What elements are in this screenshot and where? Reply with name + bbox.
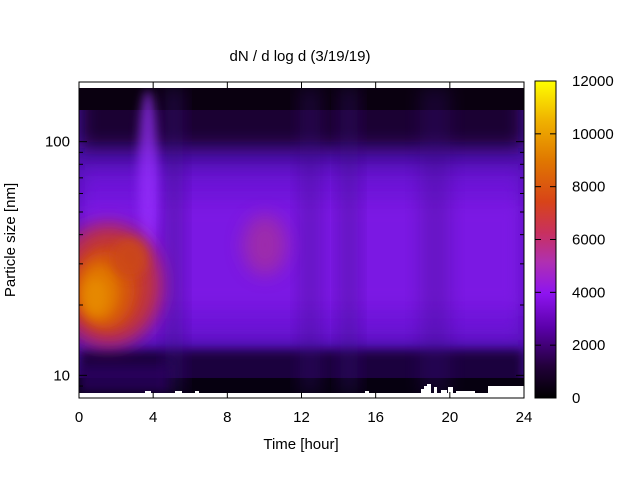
colorbar-tick-label: 0 bbox=[572, 390, 580, 407]
y-tick-label: 10 bbox=[53, 367, 70, 384]
x-tick-label: 24 bbox=[516, 409, 533, 426]
y-axis: 10 100 Particle size [nm] bbox=[2, 134, 524, 399]
feature-10h bbox=[243, 215, 287, 275]
x-tick-label: 16 bbox=[367, 409, 384, 426]
colorbar-tick-label: 6000 bbox=[572, 232, 605, 249]
x-tick-label: 4 bbox=[149, 409, 157, 426]
colorbar-tick-label: 2000 bbox=[572, 337, 605, 354]
x-axis-label: Time [hour] bbox=[263, 436, 338, 453]
heatmap bbox=[79, 82, 524, 398]
chart-title: dN / d log d (3/19/19) bbox=[230, 48, 371, 65]
colorbar: 0 2000 4000 6000 8000 10000 12000 bbox=[534, 73, 614, 407]
x-tick-label: 8 bbox=[223, 409, 231, 426]
colorbar-tick-label: 10000 bbox=[572, 126, 614, 143]
x-tick-label: 12 bbox=[293, 409, 310, 426]
colorbar-tick-label: 4000 bbox=[572, 284, 605, 301]
x-tick-label: 0 bbox=[75, 409, 83, 426]
colorbar-tick-label: 12000 bbox=[572, 73, 614, 90]
x-axis: 0 4 8 12 16 20 24 Time [hour] bbox=[75, 82, 533, 453]
colorbar-tick-label: 8000 bbox=[572, 179, 605, 196]
y-tick-label: 100 bbox=[45, 134, 70, 151]
x-tick-label: 20 bbox=[441, 409, 458, 426]
y-axis-label: Particle size [nm] bbox=[2, 183, 19, 297]
hotspot bbox=[79, 223, 163, 347]
